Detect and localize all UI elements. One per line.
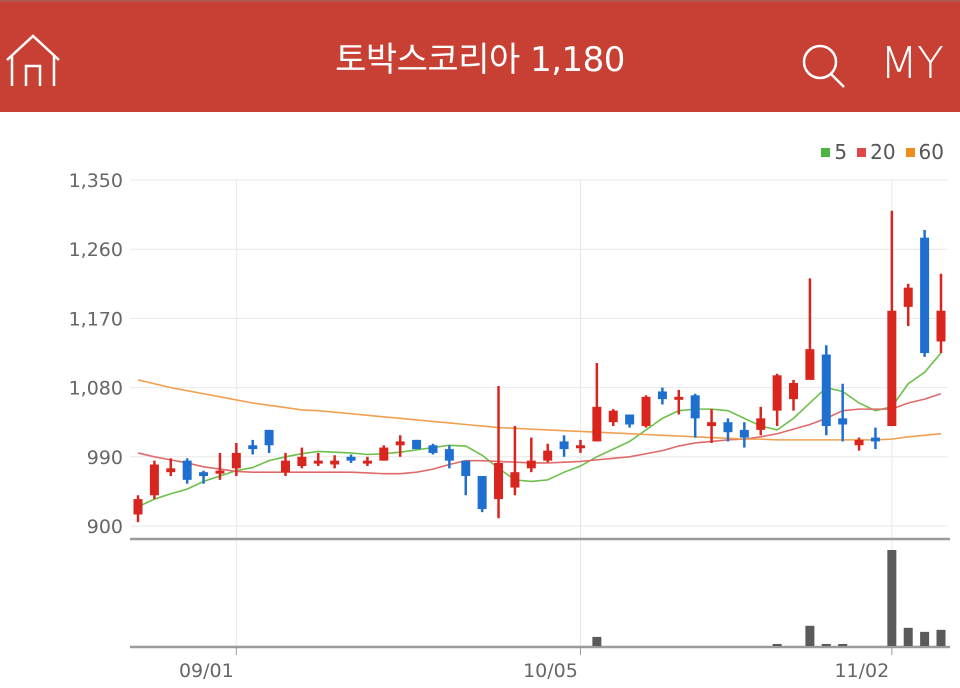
svg-text:990: 990 xyxy=(87,447,123,469)
svg-text:10/05: 10/05 xyxy=(523,660,578,682)
candles xyxy=(134,211,946,522)
top-bar: 토박스코리아 1,180 MY xyxy=(0,0,960,112)
legend-label: 20 xyxy=(870,140,895,164)
legend-item-ma60: 60 xyxy=(906,140,944,164)
svg-text:1,350: 1,350 xyxy=(69,170,123,192)
legend-swatch xyxy=(821,148,830,157)
svg-text:11/02: 11/02 xyxy=(834,660,889,682)
legend-swatch xyxy=(857,148,866,157)
my-button[interactable]: MY xyxy=(880,38,943,89)
legend-item-ma20: 20 xyxy=(857,140,895,164)
svg-text:1,080: 1,080 xyxy=(69,378,123,400)
search-icon xyxy=(800,42,850,88)
legend-label: 60 xyxy=(919,140,944,164)
svg-text:900: 900 xyxy=(87,516,123,538)
svg-text:09/01: 09/01 xyxy=(179,660,234,682)
svg-text:1,260: 1,260 xyxy=(69,239,123,261)
search-button[interactable] xyxy=(800,42,850,88)
legend-label: 5 xyxy=(834,140,847,164)
grid-lines xyxy=(130,180,950,650)
legend-swatch xyxy=(906,148,915,157)
volume-bars xyxy=(592,550,945,646)
svg-text:1,170: 1,170 xyxy=(69,308,123,330)
chart-legend: 5 20 60 xyxy=(821,140,944,164)
x-axis-labels: 09/01 10/05 11/02 xyxy=(179,647,892,682)
legend-item-ma5: 5 xyxy=(821,140,847,164)
moving-average-lines xyxy=(138,353,941,507)
y-axis-labels: 900 990 1,080 1,170 1,260 1,350 xyxy=(69,170,123,538)
